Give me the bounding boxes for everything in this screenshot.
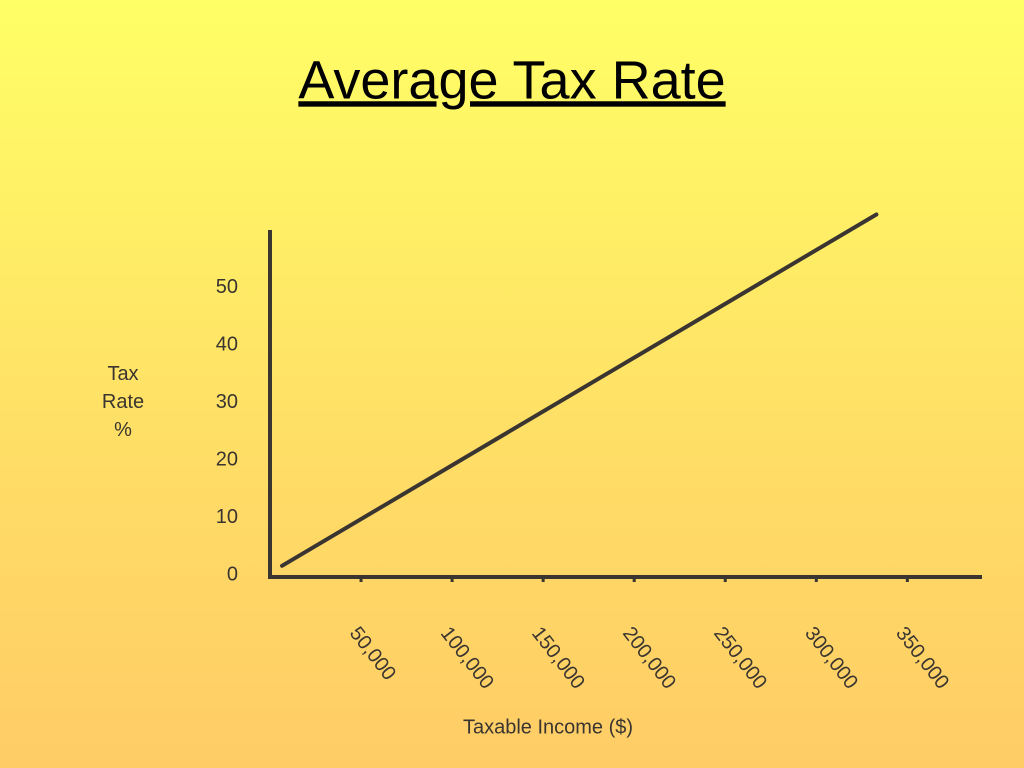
y-axis-label: Tax Rate % <box>101 363 145 441</box>
y-tick-label: 10 <box>216 506 238 528</box>
y-tick-label: 40 <box>216 333 238 355</box>
data-line <box>280 212 879 568</box>
x-tick-label: 200,000 <box>618 623 680 694</box>
x-tick-label: 300,000 <box>800 623 862 694</box>
y-tick-label: 50 <box>216 276 238 298</box>
x-tick-label: 350,000 <box>891 623 953 694</box>
y-tick-label: 30 <box>216 391 238 413</box>
y-tick-label: 20 <box>216 448 238 470</box>
x-tick-label: 250,000 <box>709 623 771 694</box>
chart-title: Average Tax Rate <box>298 50 725 110</box>
x-tick-label: 50,000 <box>345 623 400 685</box>
x-tick-label: 100,000 <box>436 623 498 694</box>
y-tick-label: 0 <box>227 563 238 585</box>
x-axis-label: Taxable Income ($) <box>463 716 633 738</box>
x-tick-label: 150,000 <box>527 623 589 694</box>
